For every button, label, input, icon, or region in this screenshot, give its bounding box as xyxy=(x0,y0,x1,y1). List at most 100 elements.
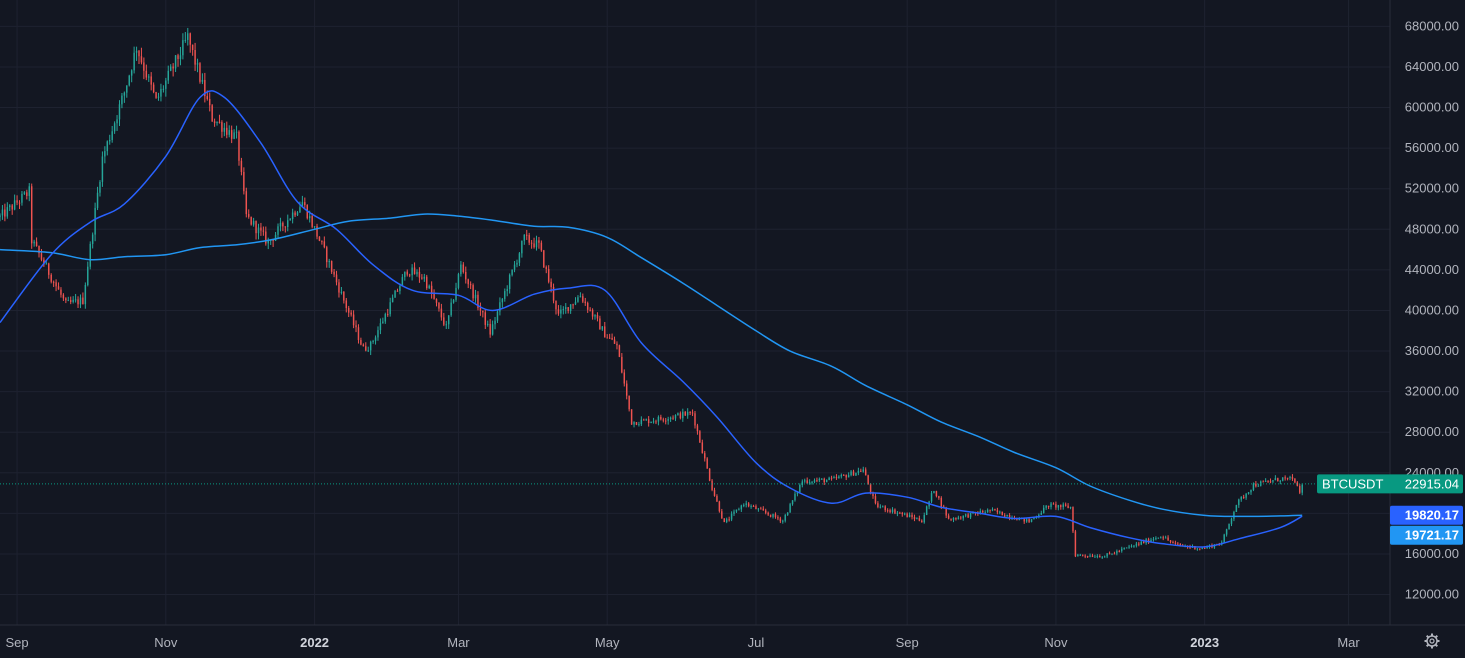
candle-body xyxy=(96,192,99,208)
candle-body xyxy=(1147,539,1150,543)
ma-fast-line[interactable] xyxy=(0,90,1303,548)
candle-body xyxy=(213,121,216,124)
candle xyxy=(999,510,1001,515)
candle xyxy=(472,283,474,302)
candle xyxy=(216,121,218,126)
candle-body xyxy=(1064,504,1067,506)
candle xyxy=(272,238,274,247)
candle xyxy=(884,505,886,513)
candle-body xyxy=(50,274,52,282)
candle-body xyxy=(1289,477,1291,479)
time-axis[interactable]: Sep Nov 2022 Mar May Jul Sep Nov 2023 Mar xyxy=(0,624,1465,658)
candle-body xyxy=(628,395,630,410)
candle-body xyxy=(279,222,282,227)
candle xyxy=(1167,535,1169,542)
candle-body xyxy=(579,296,582,298)
candle xyxy=(404,271,406,281)
candle-body xyxy=(1233,512,1235,519)
gear-icon[interactable] xyxy=(1424,633,1440,649)
candle xyxy=(582,293,584,304)
candle xyxy=(799,483,801,494)
candle-body xyxy=(404,271,406,278)
candle xyxy=(87,261,89,287)
candle-body xyxy=(828,477,830,481)
candle-body xyxy=(996,510,999,513)
x-tick-label: Sep xyxy=(5,635,28,650)
candle xyxy=(152,82,155,94)
candle xyxy=(986,508,989,513)
candle-body xyxy=(113,123,116,132)
candle-body xyxy=(291,212,294,220)
candle-body xyxy=(35,241,38,247)
candle xyxy=(1169,540,1172,544)
candle-body xyxy=(594,315,596,317)
candle xyxy=(438,302,440,312)
candle-body xyxy=(177,55,179,59)
candle xyxy=(416,269,418,277)
candle xyxy=(450,298,452,317)
candlestick-series[interactable] xyxy=(0,27,1303,559)
ma-slow-line[interactable] xyxy=(0,213,1303,518)
ma-slow-tag-background xyxy=(1390,505,1463,525)
candle xyxy=(347,305,350,318)
gear-tooth xyxy=(1425,634,1430,639)
candle-body xyxy=(89,243,91,267)
candle-body xyxy=(621,356,623,373)
ma-fast-tag-background xyxy=(1390,525,1463,545)
candle xyxy=(423,273,426,282)
candle xyxy=(223,122,226,137)
candle xyxy=(338,279,340,298)
candle-body xyxy=(1277,478,1279,482)
candle-body xyxy=(584,301,586,303)
candle-body xyxy=(1301,484,1303,493)
candle-body xyxy=(1001,511,1003,516)
candle xyxy=(721,508,723,519)
candle xyxy=(921,519,923,523)
candle-body xyxy=(6,207,9,217)
candle-body xyxy=(1108,553,1111,555)
candle xyxy=(452,298,455,304)
candle-body xyxy=(652,421,655,423)
candle xyxy=(350,310,352,317)
candle-body xyxy=(982,511,984,513)
candle xyxy=(728,516,730,522)
candle-body xyxy=(326,247,328,263)
candle-body xyxy=(499,302,501,312)
candle xyxy=(957,515,960,520)
candle xyxy=(864,467,867,476)
candle-body xyxy=(1228,523,1230,530)
candle xyxy=(6,202,9,219)
candle-body xyxy=(1052,503,1055,505)
candle-body xyxy=(57,286,60,290)
candle-body xyxy=(569,304,572,311)
candle xyxy=(1257,483,1260,487)
candle-body xyxy=(274,234,277,241)
candle xyxy=(784,513,786,523)
candle-body xyxy=(250,216,252,225)
candle xyxy=(1047,505,1050,510)
candle-body xyxy=(1125,547,1128,549)
x-tick-label: Nov xyxy=(1044,635,1068,650)
candle xyxy=(501,297,504,308)
candle-body xyxy=(496,311,499,321)
candle xyxy=(365,342,367,352)
candle-body xyxy=(460,264,462,275)
candle-body xyxy=(1138,543,1140,545)
candle-body xyxy=(1199,548,1201,550)
candle-body xyxy=(903,513,906,515)
candle-body xyxy=(740,505,743,510)
candle xyxy=(638,421,640,427)
candle xyxy=(777,515,779,521)
candle-body xyxy=(60,289,62,295)
candle-body xyxy=(287,220,289,228)
candle xyxy=(952,517,955,523)
candle xyxy=(855,472,857,477)
candle xyxy=(901,511,904,517)
candle-body xyxy=(774,514,777,518)
candle xyxy=(930,490,933,504)
candle-body xyxy=(447,315,450,325)
candle-body xyxy=(399,286,401,292)
candle-body xyxy=(1294,478,1296,483)
candle xyxy=(767,511,769,516)
